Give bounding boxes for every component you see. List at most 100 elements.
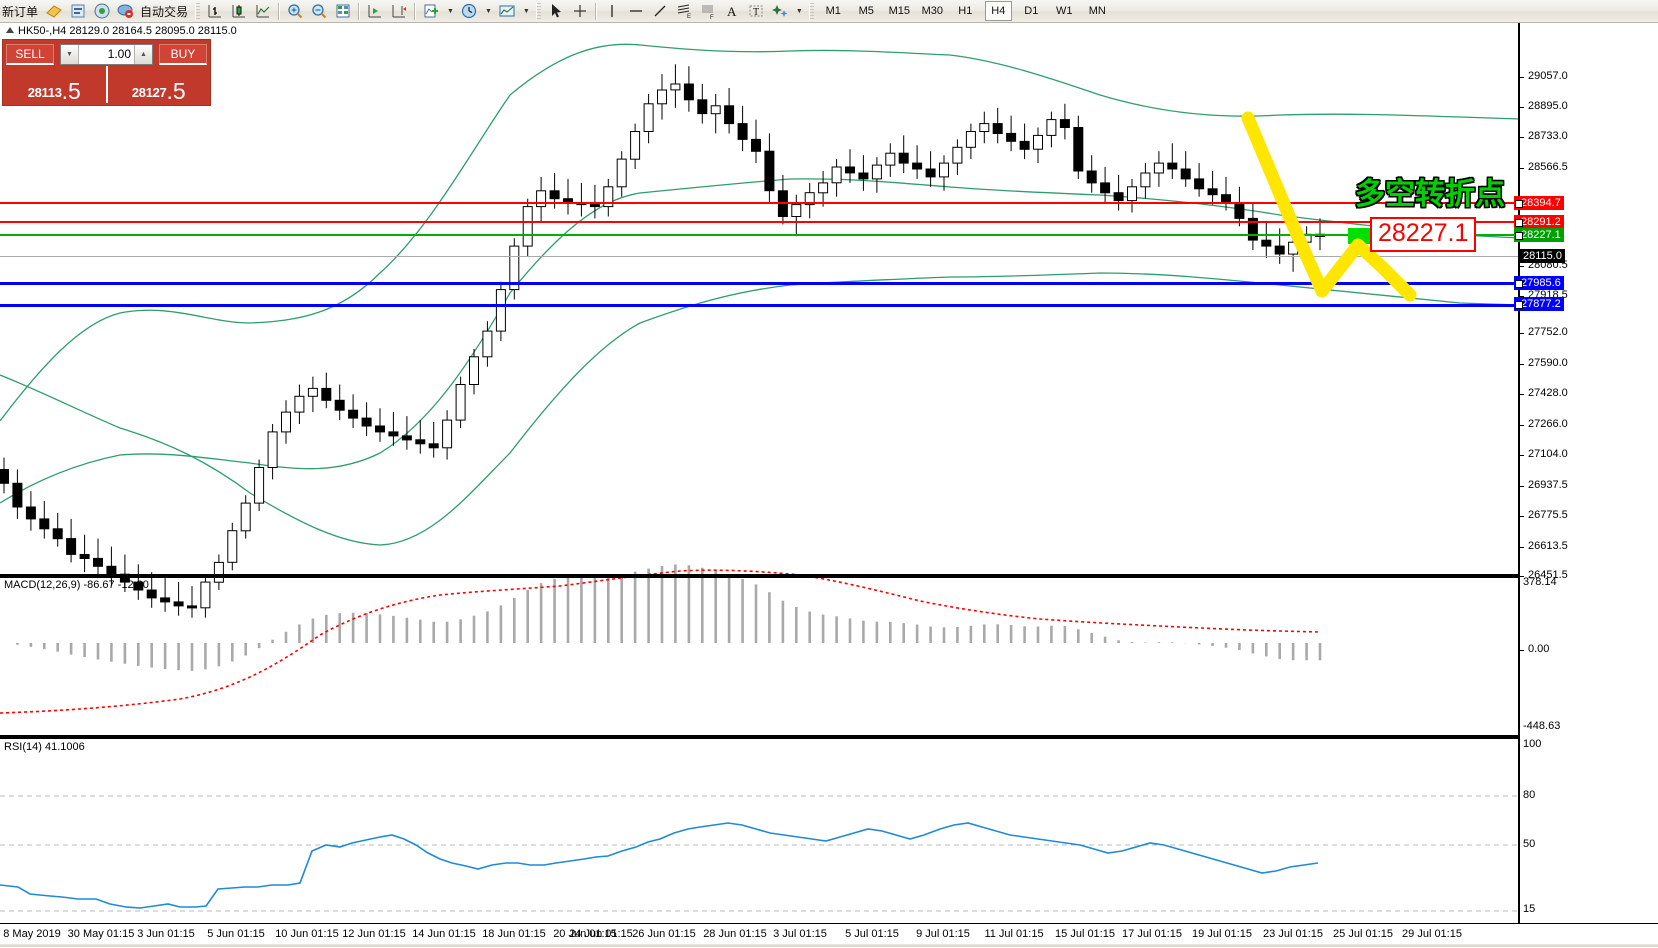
- data-window-icon[interactable]: [66, 1, 90, 21]
- time-tick: 24 Jun 01:15: [569, 928, 633, 940]
- navigator-icon[interactable]: [90, 1, 114, 21]
- new-order-button[interactable]: 新订单: [0, 1, 42, 21]
- timeframe-mn[interactable]: MN: [1084, 1, 1111, 21]
- candlestick-series: [0, 64, 1325, 618]
- toolbar-separator: [594, 2, 597, 20]
- period-icon[interactable]: [457, 1, 481, 21]
- sell-label: SELL: [15, 47, 45, 61]
- price-tag-resistance-2[interactable]: 28291.2: [1514, 215, 1564, 229]
- timeframe-label: W1: [1056, 5, 1073, 17]
- toolbar-grip[interactable]: [808, 2, 814, 20]
- toolbar-separator: [358, 2, 361, 20]
- lot-size-stepper[interactable]: ▼ 1.00 ▲: [60, 44, 153, 65]
- timeframe-label: MN: [1088, 5, 1106, 17]
- hline-icon[interactable]: [624, 1, 648, 21]
- bollinger-lower: [0, 272, 1520, 546]
- label-icon[interactable]: T: [744, 1, 768, 21]
- grid-icon[interactable]: [331, 1, 355, 21]
- auto-trading-button[interactable]: 自动交易: [138, 1, 192, 21]
- svg-text:E: E: [687, 14, 691, 20]
- macd-indicator-label: MACD(12,26,9) -86.67 -12.20: [4, 579, 149, 591]
- time-tick: 18 Jun 01:15: [482, 928, 546, 940]
- templates-icon[interactable]: [495, 1, 519, 21]
- timeframe-label: M15: [888, 5, 910, 17]
- macd-histogram: [16, 564, 1322, 671]
- chart-plot-area[interactable]: 多空转折点 28227.1 HK50-,H4 28129.0 28164.5 2…: [0, 23, 1520, 923]
- time-tick: 14 Jun 01:15: [412, 928, 476, 940]
- line-chart-icon[interactable]: [251, 1, 275, 21]
- time-tick: 11 Jul 01:15: [984, 928, 1044, 940]
- support-line-27985[interactable]: [0, 282, 1520, 285]
- sell-button[interactable]: SELL: [6, 44, 54, 65]
- timeframe-m5[interactable]: M5: [853, 1, 880, 21]
- chart-window[interactable]: 多空转折点 28227.1 HK50-,H4 28129.0 28164.5 2…: [0, 23, 1658, 923]
- shapes-dropdown-caret[interactable]: ▼: [795, 7, 803, 15]
- indicators-dropdown-caret[interactable]: ▼: [447, 7, 454, 15]
- price-tag-resistance-1[interactable]: 28394.7: [1514, 196, 1564, 210]
- timeframe-m15[interactable]: M15: [886, 1, 913, 21]
- timeframe-m1[interactable]: M1: [820, 1, 847, 21]
- bar-chart-icon[interactable]: [203, 1, 227, 21]
- period-dropdown-caret[interactable]: ▼: [484, 7, 492, 15]
- resistance-line-28291[interactable]: [0, 221, 1520, 223]
- timeframe-d1[interactable]: D1: [1018, 1, 1045, 21]
- buy-button[interactable]: BUY: [159, 44, 207, 65]
- price-axis[interactable]: 29057.0 28895.0 28733.0 28566.5 28394.7 …: [1514, 23, 1658, 923]
- time-tick: 12 Jun 01:15: [342, 928, 406, 940]
- text-icon[interactable]: A: [720, 1, 744, 21]
- price-tag-support-blue-1[interactable]: 27985.6: [1514, 276, 1564, 290]
- trendline-icon[interactable]: [648, 1, 672, 21]
- lot-size-input[interactable]: 1.00: [107, 47, 131, 61]
- sell-price[interactable]: 28113 .5: [3, 66, 108, 103]
- candlestick-chart-icon[interactable]: [227, 1, 251, 21]
- lot-increment-button[interactable]: ▲: [134, 45, 152, 64]
- toolbar-separator: [414, 2, 417, 20]
- collapse-triangle-icon[interactable]: [6, 27, 14, 33]
- time-tick: 20 Jun 01:15: [553, 928, 617, 940]
- new-order-label: 新订单: [2, 4, 39, 19]
- templates-dropdown-caret[interactable]: ▼: [522, 7, 530, 15]
- time-tick: 5 Jul 01:15: [845, 928, 899, 940]
- status-bar: [0, 944, 1658, 947]
- crosshair-icon[interactable]: [568, 1, 592, 21]
- timeframe-h1[interactable]: H1: [952, 1, 979, 21]
- buy-label: BUY: [170, 47, 196, 61]
- auto-trading-label: 自动交易: [140, 4, 189, 19]
- rsi-indicator-label: RSI(14) 41.1006: [4, 741, 85, 753]
- profiles-icon[interactable]: [42, 1, 66, 21]
- vline-icon[interactable]: [600, 1, 624, 21]
- buy-price[interactable]: 28127 .5: [108, 66, 211, 103]
- channel-icon[interactable]: F: [696, 1, 720, 21]
- zoom-out-icon[interactable]: [307, 1, 331, 21]
- price-callout-box[interactable]: 28227.1: [1370, 217, 1477, 252]
- shapes-icon[interactable]: [768, 1, 792, 21]
- timeframe-h4[interactable]: H4: [984, 1, 1012, 21]
- toolbar-separator: [278, 2, 281, 20]
- timeframe-m30[interactable]: M30: [919, 1, 946, 21]
- time-tick: 9 Jul 01:15: [916, 928, 970, 940]
- time-tick: 3 Jul 01:15: [773, 928, 827, 940]
- price-tag-support-blue-2[interactable]: 27877.2: [1514, 297, 1564, 311]
- toolbar-grip[interactable]: [195, 2, 201, 20]
- timeframe-w1[interactable]: W1: [1051, 1, 1078, 21]
- time-tick: 17 Jul 01:15: [1122, 928, 1182, 940]
- price-tag-support-green[interactable]: 28227.1: [1514, 228, 1564, 242]
- support-line-27877[interactable]: [0, 304, 1520, 307]
- shift-end-icon[interactable]: [363, 1, 387, 21]
- zoom-in-icon[interactable]: [283, 1, 307, 21]
- auto-scroll-icon[interactable]: [387, 1, 411, 21]
- one-click-trading-panel[interactable]: SELL ▼ 1.00 ▲ BUY: [2, 39, 211, 106]
- auto-trading-icon[interactable]: [114, 1, 138, 21]
- support-line-28227[interactable]: [0, 234, 1520, 236]
- macd-signal-line: [0, 569, 1321, 714]
- time-axis[interactable]: 8 May 2019 30 May 01:15 3 Jun 01:15 5 Ju…: [0, 923, 1658, 948]
- toolbar-grip[interactable]: [535, 2, 541, 20]
- cursor-icon[interactable]: [544, 1, 568, 21]
- indicators-icon[interactable]: [419, 1, 443, 21]
- timeframe-label: M30: [921, 5, 943, 17]
- lot-decrement-button[interactable]: ▼: [61, 45, 79, 64]
- fibo-icon[interactable]: E: [672, 1, 696, 21]
- time-tick: 5 Jun 01:15: [207, 928, 265, 940]
- resistance-line-28394[interactable]: [0, 202, 1520, 204]
